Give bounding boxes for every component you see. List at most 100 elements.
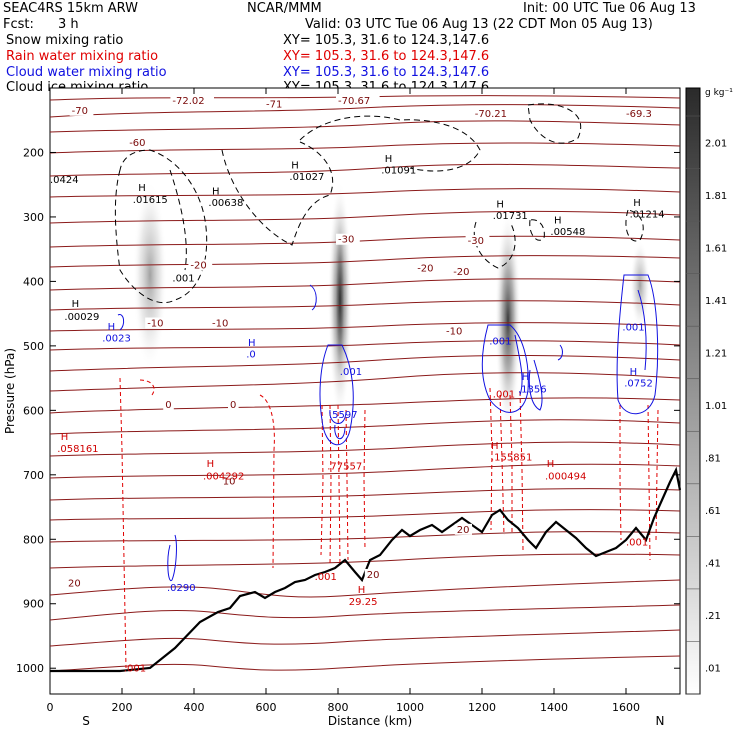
forecast-label: Fcst: xyxy=(3,17,34,32)
isotherm-label: -10 xyxy=(147,319,163,330)
x-tick-label: 400 xyxy=(184,701,205,714)
extremum-label: .0 xyxy=(246,349,256,360)
isotherm-label: -30 xyxy=(468,236,484,247)
isotherm-label: 0 xyxy=(230,400,236,411)
field-snow-xy: XY= 105.3, 31.6 to 124.3,147.6 xyxy=(283,33,490,48)
isotherm-label-bg xyxy=(228,398,239,410)
valid-time: Valid: 03 UTC Tue 06 Aug 13 (22 CDT Mon … xyxy=(305,17,653,32)
isotherm-label-bg xyxy=(69,104,94,116)
isotherm-label: -70 xyxy=(72,106,88,117)
y-tick-label: 1000 xyxy=(16,662,44,675)
colorbar-tick-label: .41 xyxy=(705,559,721,570)
isotherm-label: -60 xyxy=(129,138,145,149)
extremum-label: .00548 xyxy=(550,227,585,238)
y-tick-label: 400 xyxy=(23,275,44,288)
extremum-label: .001 xyxy=(489,337,511,348)
extremum-label: H xyxy=(291,161,299,172)
isotherm-label-bg xyxy=(66,577,84,589)
forecast-value: 3 h xyxy=(58,17,79,32)
isotherm-label-bg xyxy=(336,95,380,107)
extremum-label: H xyxy=(630,367,638,378)
extremum-label: H xyxy=(138,183,146,194)
extremum-label: .001 xyxy=(493,389,515,400)
isotherm-label-bg xyxy=(163,398,174,410)
isotherm-label: 0 xyxy=(165,400,171,411)
colorbar-tick-label: 1.21 xyxy=(705,348,727,359)
extremum-label: .001 xyxy=(340,367,362,378)
isotherm-label: 20 xyxy=(457,525,470,536)
isotherm-label-bg xyxy=(127,137,151,149)
extremum-label: H xyxy=(108,322,116,333)
extremum-label: .001 xyxy=(626,538,648,549)
extremum-label: .01731 xyxy=(493,211,528,222)
extremum-label: 29.25 xyxy=(349,597,378,608)
x-tick-label: 1400 xyxy=(540,701,568,714)
isotherm-label-bg xyxy=(145,317,169,329)
isotherm-label: -10 xyxy=(446,326,462,337)
extremum-label: .155851 xyxy=(491,453,532,464)
isotherm-label-bg xyxy=(188,259,213,271)
extremum-label: .001 xyxy=(622,322,644,333)
isotherm-label: -20 xyxy=(453,267,469,278)
colorbar-tick-label: .61 xyxy=(705,506,721,517)
extremum-label: .00029 xyxy=(64,312,99,323)
isotherm-label: 20 xyxy=(68,578,81,589)
field-rain-name: Rain water mixing ratio xyxy=(6,49,159,64)
extremum-label: .01027 xyxy=(289,172,324,183)
x-tick-label: 600 xyxy=(256,701,277,714)
colorbar-tick-label: 2.01 xyxy=(705,138,727,149)
isotherm-label-bg xyxy=(454,523,472,535)
isotherm-label: -70.67 xyxy=(338,96,370,107)
isotherm-label: -20 xyxy=(417,264,433,275)
model-title: SEAC4RS 15km ARW xyxy=(3,1,139,16)
x-tick-label: 1000 xyxy=(396,701,424,714)
field-rain-xy: XY= 105.3, 31.6 to 124.3,147.6 xyxy=(283,49,490,64)
colorbar-tick-label: 1.81 xyxy=(705,191,727,202)
isotherm-label-bg xyxy=(444,325,468,337)
field-cloudwater-xy: XY= 105.3, 31.6 to 124.3,147.6 xyxy=(283,65,490,80)
isotherm-label-bg xyxy=(465,235,490,247)
isotherm-label-bg xyxy=(170,95,214,107)
extremum-label: .001 xyxy=(315,572,337,583)
y-tick-label: 500 xyxy=(23,340,44,353)
isotherm-label-bg xyxy=(451,265,475,277)
x-end-label-south: S xyxy=(82,714,90,728)
extremum-label: H xyxy=(207,459,215,470)
y-tick-label: 900 xyxy=(23,598,44,611)
isotherm-label-bg xyxy=(220,475,238,487)
y-axis-label: Pressure (hPa) xyxy=(3,348,17,434)
y-tick-label: 700 xyxy=(23,469,44,482)
y-tick-label: 600 xyxy=(23,404,44,417)
snow-ice-contours xyxy=(114,103,644,304)
cloud-water-contours xyxy=(117,274,659,582)
extremum-label: .000494 xyxy=(545,471,586,482)
extremum-label: .01214 xyxy=(630,210,665,221)
isotherm-label-bg xyxy=(364,568,382,580)
isotherm-label-bg xyxy=(336,233,360,245)
extremum-label: H xyxy=(491,441,499,452)
extremum-label: H xyxy=(633,198,641,209)
extremum-label: .01615 xyxy=(133,195,168,206)
x-tick-label: 1600 xyxy=(612,701,640,714)
colorbar-tick-label: 1.61 xyxy=(705,243,727,254)
x-tick-label: 1200 xyxy=(468,701,496,714)
isotherm-label: -10 xyxy=(212,319,228,330)
colorbar-tick-label: 1.41 xyxy=(705,296,727,307)
extremum-label: .0752 xyxy=(624,378,653,389)
isotherm-label: -72.02 xyxy=(172,96,204,107)
isotherm-label: 20 xyxy=(367,570,380,581)
colorbar-unit-label: g kg⁻¹ xyxy=(705,88,733,98)
colorbar-tick-label: .81 xyxy=(705,454,721,465)
isotherm-label: -69.3 xyxy=(626,109,652,120)
isotherm-label-bg xyxy=(415,262,439,274)
extremum-label: .0290 xyxy=(167,583,196,594)
extremum-label: .5597 xyxy=(329,410,358,421)
extremum-label: H xyxy=(72,299,80,310)
init-time: Init: 00 UTC Tue 06 Aug 13 xyxy=(523,1,696,16)
extremum-label: H xyxy=(212,186,220,197)
x-end-label-north: N xyxy=(656,714,665,728)
x-tick-label: 200 xyxy=(112,701,133,714)
y-tick-label: 200 xyxy=(23,146,44,159)
field-cloudwater-name: Cloud water mixing ratio xyxy=(6,65,167,80)
